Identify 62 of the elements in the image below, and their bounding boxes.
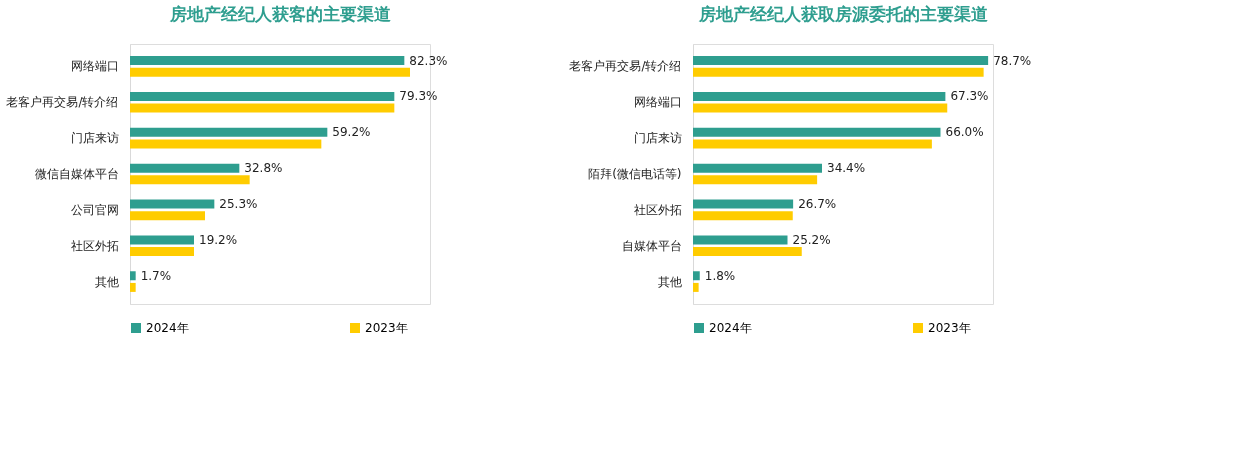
y-tick-label: 自媒体平台 — [621, 238, 682, 253]
y-tick-label: 微信自媒体平台 — [34, 167, 119, 181]
data-label: 79.3% — [399, 89, 438, 104]
y-tick-label: 网络端口 — [633, 95, 682, 110]
bar — [130, 56, 405, 66]
y-tick-label: 老客户再交易/转介绍 — [6, 95, 119, 110]
data-label: 1.7% — [140, 268, 172, 283]
data-label: 1.8% — [704, 268, 736, 283]
bar — [693, 91, 946, 101]
bar — [130, 91, 395, 101]
bar — [693, 175, 818, 185]
bar — [693, 199, 794, 209]
y-tick-label: 其他 — [657, 274, 682, 289]
y-tick-label: 网络端口 — [70, 59, 119, 74]
bar — [693, 56, 989, 66]
bar — [693, 139, 932, 149]
data-label: 19.2% — [199, 232, 238, 247]
data-label: 78.7% — [993, 53, 1032, 68]
bar — [130, 271, 136, 281]
bar — [130, 163, 240, 173]
bar — [693, 247, 802, 257]
data-label: 26.7% — [798, 197, 837, 212]
data-label: 25.3% — [219, 197, 258, 212]
legend-label: 2023年 — [928, 321, 971, 335]
bar — [693, 271, 700, 281]
bar — [130, 199, 215, 209]
bar — [130, 247, 194, 257]
bar — [130, 175, 250, 185]
y-tick-label: 社区外拓 — [633, 202, 682, 217]
data-label: 59.2% — [332, 125, 371, 140]
bar — [130, 127, 328, 137]
data-label: 32.8% — [244, 161, 283, 176]
bar — [130, 282, 136, 292]
bar — [693, 103, 948, 113]
legend-label: 2023年 — [365, 321, 408, 335]
y-tick-label: 陌拜(微信电话等) — [588, 167, 682, 181]
data-label: 66.0% — [945, 125, 984, 140]
y-tick-label: 社区外拓 — [70, 238, 119, 253]
bar — [130, 103, 395, 113]
bar — [693, 127, 941, 137]
bar — [693, 211, 793, 221]
y-tick-label: 老客户再交易/转介绍 — [569, 59, 682, 74]
chart-title: 房地产经纪人获客的主要渠道 — [168, 4, 391, 24]
bar — [693, 67, 984, 77]
y-tick-label: 其他 — [94, 274, 119, 289]
bar — [130, 211, 205, 221]
bar — [693, 235, 788, 245]
data-label: 67.3% — [950, 89, 989, 104]
bar — [130, 139, 322, 149]
y-tick-label: 门店来访 — [633, 131, 682, 146]
y-tick-label: 门店来访 — [70, 131, 119, 146]
y-tick-label: 公司官网 — [70, 202, 119, 217]
data-label: 34.4% — [827, 161, 866, 176]
bar — [130, 67, 410, 77]
data-label: 82.3% — [409, 53, 448, 68]
bar — [130, 235, 194, 245]
legend-label: 2024年 — [709, 321, 752, 335]
chart-title: 房地产经纪人获取房源委托的主要渠道 — [697, 4, 988, 24]
bar — [693, 163, 822, 173]
bar — [693, 282, 699, 292]
data-label: 25.2% — [792, 232, 831, 247]
legend-label: 2024年 — [146, 321, 189, 335]
